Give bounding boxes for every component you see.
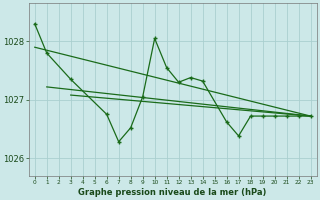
X-axis label: Graphe pression niveau de la mer (hPa): Graphe pression niveau de la mer (hPa) — [78, 188, 267, 197]
